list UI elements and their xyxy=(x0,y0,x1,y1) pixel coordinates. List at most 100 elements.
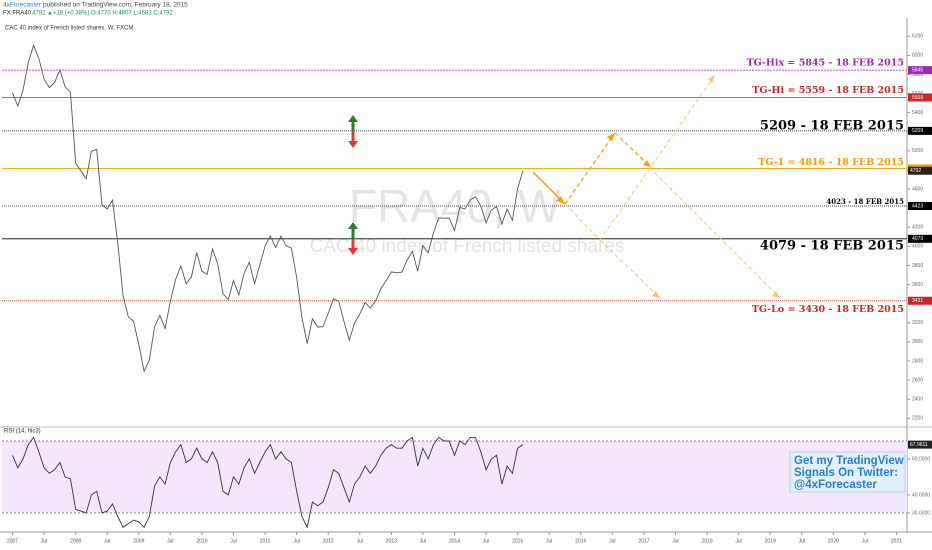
rsi-band xyxy=(2,440,907,513)
y-tick-label: 40.0000 xyxy=(912,492,930,498)
level-tag xyxy=(908,296,932,305)
level-tag xyxy=(908,66,932,75)
up-arrow xyxy=(348,222,358,229)
x-tick-label: 2015 xyxy=(512,538,523,544)
legend: CAC 40 index of French listed shares, W,… xyxy=(5,26,133,32)
x-tick-label: 2018 xyxy=(701,538,712,544)
forecast-leg xyxy=(564,132,616,205)
x-tick-label: 2008 xyxy=(70,538,81,544)
y-tick-label: 3200 xyxy=(912,320,923,326)
symbol: FX:FRA40 xyxy=(3,11,32,17)
quote: 4792 ▲+18 (+0.38%) O:4770 H:4807 L:4683 … xyxy=(32,11,173,17)
x-tick-label: 2011 xyxy=(260,538,271,544)
y-tick-label: 5400 xyxy=(912,110,923,116)
forecast-leg xyxy=(564,203,601,241)
y-tick-label: 4600 xyxy=(912,186,923,192)
x-tick-label: Jul xyxy=(672,538,678,544)
arrowhead xyxy=(772,291,780,298)
x-tick-label: 2016 xyxy=(575,538,586,544)
up-arrow xyxy=(348,115,358,122)
level-tag xyxy=(908,93,932,102)
level-tag-label: 5559 xyxy=(912,95,923,101)
y-tick-label: 2800 xyxy=(912,358,923,364)
up-arrow xyxy=(351,228,355,239)
x-tick-label: Jul xyxy=(735,538,741,544)
series-line xyxy=(12,44,524,373)
arrowhead xyxy=(643,160,651,167)
x-tick-label: 2009 xyxy=(133,538,144,544)
y-tick-label: 30.0000 xyxy=(912,510,930,516)
x-tick-label: Jul xyxy=(104,538,110,544)
down-arrow xyxy=(351,132,355,142)
arrowhead xyxy=(652,291,660,298)
y-tick-label: 60.0000 xyxy=(912,456,930,462)
arrowhead xyxy=(708,75,715,83)
level-label: 4079 - 18 FEB 2015 xyxy=(760,238,904,253)
y-tick-label: 4200 xyxy=(912,225,923,231)
x-tick-label: 2012 xyxy=(323,538,334,544)
forecast-leg xyxy=(614,132,781,299)
level-tag-label: 5209 xyxy=(912,128,923,134)
last-value-label: 67.9611 xyxy=(910,442,928,448)
published: published on TradingView.com, February 1… xyxy=(43,2,188,9)
level-tag-label: 5845 xyxy=(912,67,923,73)
arrowhead xyxy=(607,133,615,141)
x-tick-label: 2014 xyxy=(449,538,460,544)
x-tick-label: 2019 xyxy=(765,538,776,544)
forecast-paths xyxy=(532,74,781,299)
level-tag-label: 4079 xyxy=(912,236,923,242)
down-arrow xyxy=(348,248,358,255)
x-tick-label: Jul xyxy=(167,538,173,544)
level-label: TG-Lo = 3430 - 18 FEB 2015 xyxy=(752,304,904,315)
arrowhead xyxy=(556,196,565,204)
y-tick-label: 3800 xyxy=(912,263,923,269)
last-value-tag xyxy=(908,440,932,449)
y-tick-label: 3000 xyxy=(912,339,923,345)
last-value-label: 4792 xyxy=(910,168,921,174)
series-line xyxy=(12,436,524,529)
x-tick-label: 2017 xyxy=(638,538,649,544)
level-label: 5209 - 18 FEB 2015 xyxy=(760,118,904,133)
forecast-leg xyxy=(599,74,716,241)
x-tick-label: Jul xyxy=(230,538,236,544)
x-tick-label: Jul xyxy=(609,538,615,544)
rsi-legend: RSI (14, hlc3) xyxy=(4,429,41,435)
watermark-sub: CAC 40 index of French listed shares xyxy=(310,236,625,257)
level-label: 4023 - 18 FEB 2015 xyxy=(826,197,904,206)
y-tick-label: 2600 xyxy=(912,377,923,383)
promo-line: Signals On Twitter: xyxy=(794,467,898,479)
y-tick-label: 2400 xyxy=(912,397,923,403)
level-label: TG-Hix = 5845 - 18 FEB 2015 xyxy=(747,58,904,69)
x-tick-label: 2010 xyxy=(196,538,207,544)
x-tick-label: Jul xyxy=(420,538,426,544)
x-tick-label: Jul xyxy=(41,538,47,544)
level-tag xyxy=(908,201,932,210)
promo-box xyxy=(789,451,906,493)
x-tick-label: 2013 xyxy=(386,538,397,544)
level-tag-label: 3431 xyxy=(912,298,923,304)
x-tick-label: Jul xyxy=(862,538,868,544)
y-tick-label: 5000 xyxy=(912,148,923,154)
level-label: TG-Hi = 5559 - 18 FEB 2015 xyxy=(752,85,904,96)
publisher: 4xForecaster xyxy=(3,2,42,9)
level-label: TG-1 = 4816 - 18 FEB 2015 xyxy=(758,157,904,168)
x-tick-label: 2007 xyxy=(7,538,18,544)
x-tick-label: Jul xyxy=(799,538,805,544)
x-tick-label: Jul xyxy=(293,538,299,544)
x-tick-label: Jul xyxy=(357,538,363,544)
up-arrow xyxy=(351,121,355,132)
level-tag xyxy=(908,234,932,243)
x-tick-label: Jul xyxy=(546,538,552,544)
signal-arrows xyxy=(348,115,358,255)
y-tick-label: 6200 xyxy=(912,34,923,40)
y-tick-label: 2200 xyxy=(912,416,923,422)
promo-line: @4xForecaster xyxy=(794,479,877,491)
promo-line: Get my TradingView xyxy=(794,455,904,467)
down-arrow xyxy=(348,141,358,148)
x-tick-label: 2020 xyxy=(828,538,839,544)
y-tick-label: 6000 xyxy=(912,53,923,59)
level-tag xyxy=(908,126,932,135)
level-tag-label: 4423 xyxy=(912,203,923,209)
y-tick-label: 4000 xyxy=(912,244,923,250)
